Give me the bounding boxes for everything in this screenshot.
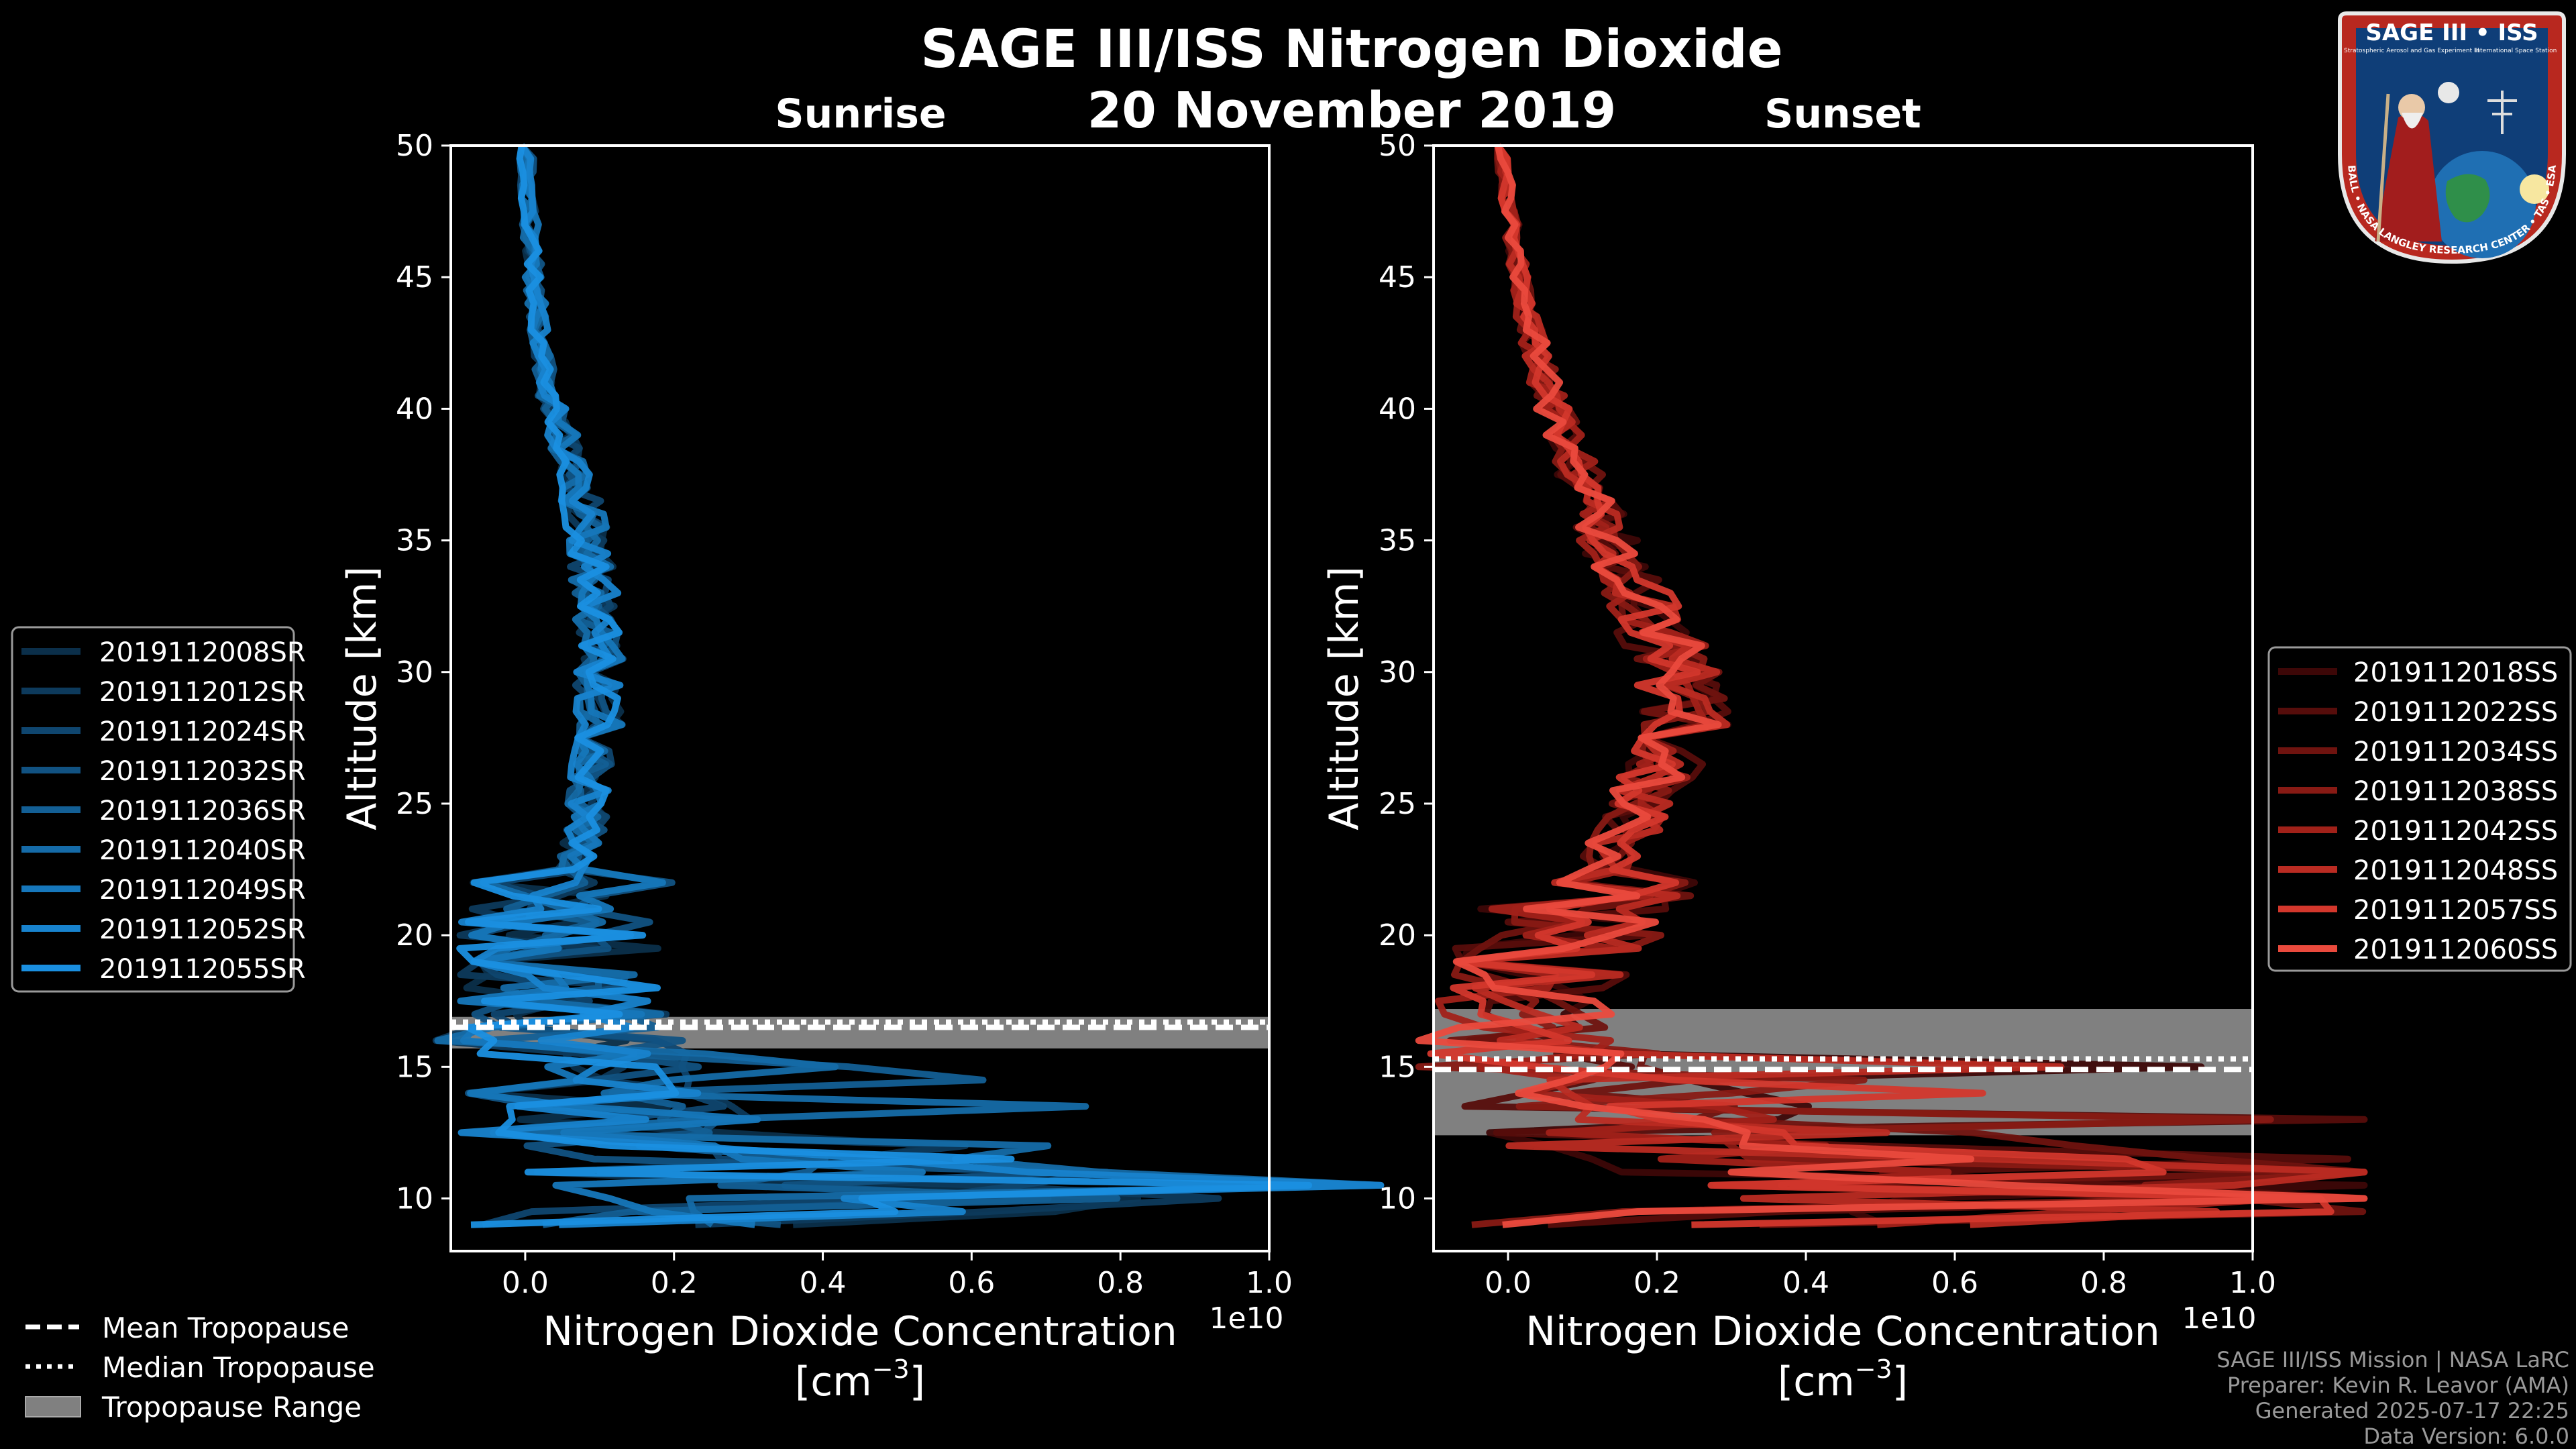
- sunset-legend-label: 2019112034SS: [2353, 737, 2558, 767]
- logo-moon: [2438, 82, 2459, 103]
- sunset-y-tick-label: 40: [1379, 392, 1416, 426]
- logo-subtitle-1: Stratospheric Aerosol and Gas Experiment…: [2344, 48, 2479, 54]
- sunrise-x-multiplier: 1e10: [1209, 1301, 1283, 1336]
- sunrise-legend-label: 2019112036SR: [99, 796, 306, 826]
- sunset-unit-exponent: −3: [1855, 1354, 1892, 1384]
- sunrise-unit-exponent: −3: [872, 1354, 910, 1384]
- logo-figure-beard: [2402, 113, 2423, 129]
- sunset-unit-close: ]: [1892, 1358, 1908, 1405]
- tropopause-range-swatch: [25, 1396, 81, 1417]
- sunrise-legend-label: 2019112032SR: [99, 756, 306, 787]
- sunrise-legend-label: 2019112008SR: [99, 637, 306, 668]
- mean-tropopause-label: Mean Tropopause: [102, 1311, 349, 1344]
- figure-date: 20 November 2019: [1087, 82, 1616, 140]
- sunset-plot-frame: [1432, 144, 2254, 1252]
- sunset-x-tick-label: 0.8: [2080, 1266, 2127, 1300]
- tropopause-range-label: Tropopause Range: [101, 1391, 362, 1424]
- sunrise-legend-label: 2019112012SR: [99, 677, 306, 708]
- sunrise-legend: 2019112008SR 2019112012SR 2019112024SR 2019…: [11, 626, 306, 993]
- sunrise-profile-2019112052SR: [458, 144, 1385, 1228]
- sunset-x-tick-label: 0.0: [1485, 1266, 1532, 1300]
- sunrise-unit-close: ]: [910, 1358, 925, 1405]
- sunrise-x-tick-label: 0.4: [800, 1266, 847, 1300]
- sunrise-y-tick-label: 50: [396, 129, 433, 163]
- sunset-y-tick-label: 10: [1379, 1182, 1416, 1216]
- figure-title: SAGE III/ISS Nitrogen Dioxide: [920, 19, 1782, 80]
- sunrise-y-tick-label: 40: [396, 392, 433, 426]
- logo-figure-robe: [2375, 113, 2442, 241]
- sunset-legend-label: 2019112060SS: [2353, 934, 2558, 965]
- sunrise-x-tick-label: 1.0: [1246, 1266, 1293, 1300]
- sunrise-legend-box: [11, 626, 295, 993]
- sunset-x-tick-label: 0.2: [1633, 1266, 1680, 1300]
- sunset-legend: 2019112018SS 2019112022SS 2019112034SS 2019…: [2267, 646, 2572, 972]
- sunset-y-axis-label: Altitude [km]: [1321, 566, 1368, 830]
- sunrise-x-axis-label: Nitrogen Dioxide Concentration: [543, 1308, 1177, 1355]
- sunset-y-tick-label: 50: [1379, 129, 1416, 163]
- sunrise-panel-title: Sunrise: [775, 91, 946, 138]
- sunrise-y-tick-label: 30: [396, 655, 433, 690]
- sunset-y-tick-label: 35: [1379, 524, 1416, 558]
- sunset-y-tick-label: 30: [1379, 655, 1416, 690]
- sunset-x-axis-unit: [cm−3]: [1778, 1354, 1908, 1405]
- sunrise-legend-label: 2019112049SR: [99, 875, 306, 906]
- sunrise-legend-label: 2019112055SR: [99, 954, 306, 985]
- logo-sun: [2520, 174, 2549, 204]
- sunrise-y-tick-label: 15: [396, 1050, 433, 1084]
- sunrise-x-tick-label: 0.0: [502, 1266, 549, 1300]
- sunrise-legend-label: 2019112052SR: [99, 914, 306, 945]
- sunrise-y-tick-label: 20: [396, 918, 433, 953]
- footer-data-version: Data Version: 6.0.0: [2363, 1424, 2569, 1449]
- logo-title: SAGE III • ISS: [2365, 19, 2538, 46]
- logo-space-station: [2487, 91, 2517, 134]
- sage-iii-iss-logo: SAGE III • ISS Stratospheric Aerosol and…: [2338, 11, 2566, 264]
- sunset-legend-label: 2019112057SS: [2353, 895, 2558, 926]
- sunset-y-tick-label: 20: [1379, 918, 1416, 953]
- median-tropopause-label: Median Tropopause: [102, 1351, 375, 1384]
- sunset-x-multiplier: 1e10: [2182, 1301, 2256, 1336]
- sunset-legend-label: 2019112048SS: [2353, 855, 2558, 886]
- sunrise-y-tick-label: 35: [396, 524, 433, 558]
- sunrise-y-tick-label: 45: [396, 260, 433, 294]
- footer-preparer: Preparer: Kevin R. Leavor (AMA): [2227, 1373, 2569, 1398]
- logo-staff: [2376, 93, 2390, 242]
- sunset-y-tick-label: 25: [1379, 787, 1416, 821]
- sunset-panel-title: Sunset: [1764, 91, 1921, 138]
- sunrise-x-axis-unit: [cm−3]: [795, 1354, 925, 1405]
- sunrise-x-tick-label: 0.8: [1097, 1266, 1144, 1300]
- footer-generated: Generated 2025-07-17 22:25: [2255, 1398, 2569, 1424]
- sunrise-chart: 0.0 0.2 0.4 0.6 0.8 1.0 10 15 20 25 30 35 40 45 50 Alt…: [339, 129, 1385, 1405]
- sunset-chart: 0.0 0.2 0.4 0.6 0.8 1.0 10 15 20 25 30 35 40 45 50 Alt…: [1321, 129, 2368, 1405]
- sunset-x-tick-label: 1.0: [2229, 1266, 2276, 1300]
- sunrise-legend-label: 2019112024SR: [99, 716, 306, 747]
- footer-credits: SAGE III/ISS Mission | NASA LaRC Prepare…: [2216, 1347, 2569, 1449]
- sunset-unit-open: [cm: [1778, 1358, 1855, 1405]
- sunrise-x-tick-label: 0.2: [651, 1266, 698, 1300]
- sunrise-y-tick-label: 25: [396, 787, 433, 821]
- sunset-legend-label: 2019112038SS: [2353, 776, 2558, 807]
- sunset-x-axis-label: Nitrogen Dioxide Concentration: [1525, 1308, 2160, 1355]
- sunset-y-tick-label: 45: [1379, 260, 1416, 294]
- sunrise-plot-frame: [449, 144, 1271, 1252]
- sunrise-profile-2019112055SR: [456, 145, 1313, 1228]
- tropopause-legend: Mean Tropopause Median Tropopause Tropop…: [25, 1311, 375, 1424]
- sunset-legend-label: 2019112018SS: [2353, 657, 2558, 688]
- sunset-legend-label: 2019112042SS: [2353, 816, 2558, 847]
- logo-continent: [2445, 174, 2490, 223]
- sunrise-legend-label: 2019112040SR: [99, 835, 306, 866]
- footer-mission: SAGE III/ISS Mission | NASA LaRC: [2216, 1347, 2569, 1373]
- sunrise-x-tick-label: 0.6: [948, 1266, 995, 1300]
- sunrise-unit-open: [cm: [795, 1358, 872, 1405]
- sunset-legend-box: [2267, 646, 2572, 972]
- sunrise-y-axis-label: Altitude [km]: [339, 566, 386, 830]
- sunset-y-tick-label: 15: [1379, 1050, 1416, 1084]
- sunrise-y-tick-label: 10: [396, 1182, 433, 1216]
- sunset-x-tick-label: 0.6: [1931, 1266, 1978, 1300]
- sunset-legend-label: 2019112022SS: [2353, 697, 2558, 728]
- sunset-x-tick-label: 0.4: [1782, 1266, 1829, 1300]
- sunset-profile-2019112060SS: [1415, 145, 2368, 1228]
- logo-subtitle-2: International Space Station: [2475, 48, 2557, 54]
